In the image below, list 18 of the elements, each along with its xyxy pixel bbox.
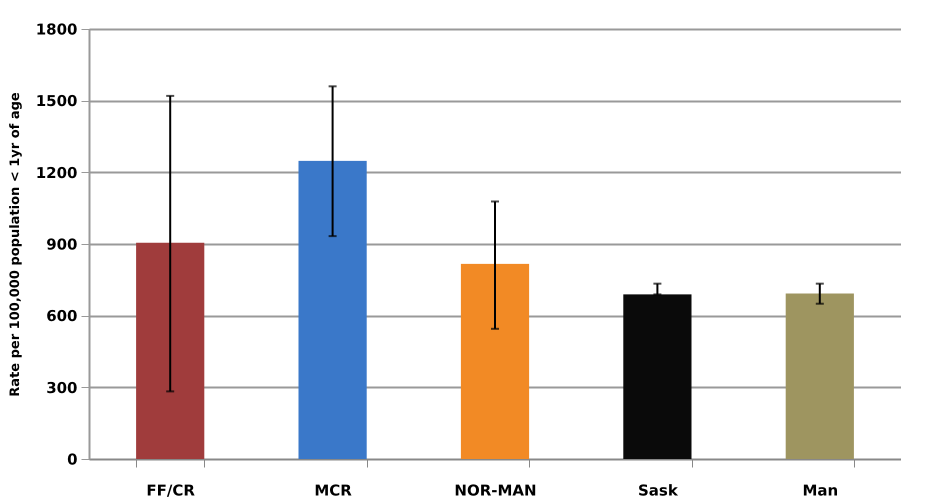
x-tick-label: NOR-MAN xyxy=(454,482,537,500)
y-tick-label: 1800 xyxy=(36,20,78,38)
y-tick-label: 900 xyxy=(46,236,78,254)
x-tick-label: Sask xyxy=(638,482,679,500)
bar xyxy=(136,242,204,459)
x-tick-label: FF/CR xyxy=(146,482,196,500)
bar xyxy=(623,294,692,459)
y-tick-label: 1500 xyxy=(36,92,78,110)
y-tick-label: 600 xyxy=(46,307,78,326)
x-tick-label: Man xyxy=(802,482,838,500)
y-tick-label: 300 xyxy=(46,378,78,397)
bar xyxy=(298,160,367,459)
y-axis-title: Rate per 100,000 population < 1yr of age xyxy=(8,92,23,397)
x-tick-label: MCR xyxy=(314,482,352,500)
y-tick-label: 1200 xyxy=(36,164,78,182)
bar xyxy=(460,264,530,459)
bar xyxy=(786,293,854,459)
y-tick-label: 0 xyxy=(67,450,78,468)
